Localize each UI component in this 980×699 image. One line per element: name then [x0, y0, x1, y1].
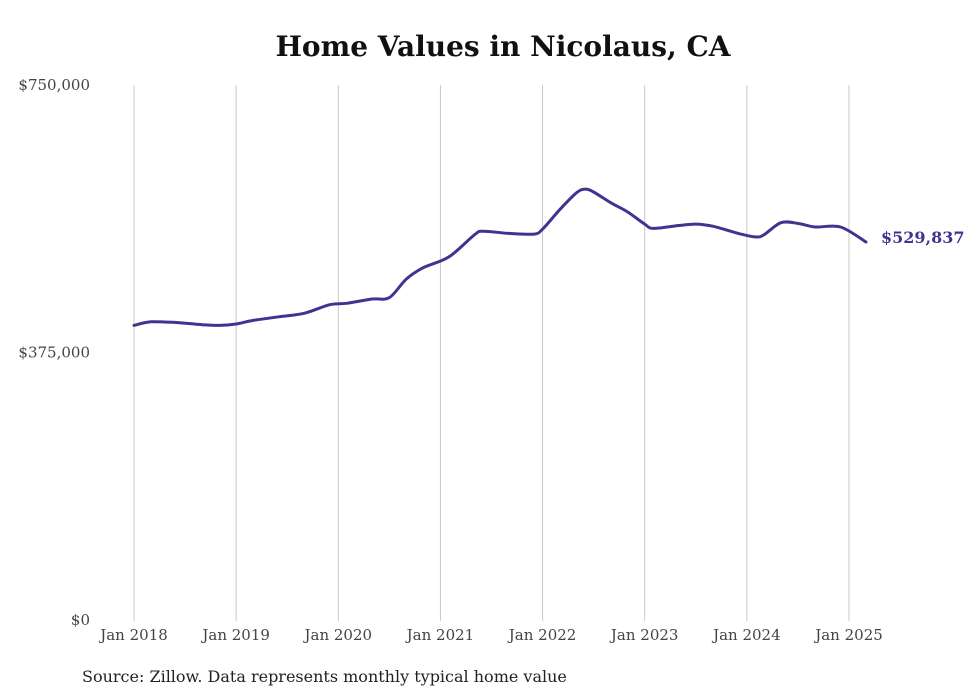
x-tick-label: Jan 2020 — [303, 626, 373, 644]
series-line — [132, 187, 868, 327]
y-tick-label: $750,000 — [18, 76, 90, 94]
series-layer: $529,837 — [132, 187, 965, 327]
gridlines — [133, 85, 850, 621]
y-tick-label: $0 — [71, 611, 90, 629]
chart-title: Home Values in Nicolaus, CA — [275, 30, 731, 63]
y-axis: $0 $375,000 $750,000 — [18, 76, 90, 629]
y-tick-label: $375,000 — [18, 344, 90, 362]
x-tick-label: Jan 2023 — [609, 626, 679, 644]
x-tick-label: Jan 2025 — [813, 626, 883, 644]
x-tick-label: Jan 2018 — [98, 626, 168, 644]
end-value-label: $529,837 — [881, 228, 965, 247]
source-note: Source: Zillow. Data represents monthly … — [82, 667, 567, 686]
x-tick-label: Jan 2022 — [507, 626, 577, 644]
x-tick-label: Jan 2024 — [711, 626, 781, 644]
x-tick-label: Jan 2019 — [200, 626, 270, 644]
x-tick-label: Jan 2021 — [405, 626, 475, 644]
x-axis: Jan 2018 Jan 2019 Jan 2020 Jan 2021 Jan 2022… — [98, 626, 883, 644]
